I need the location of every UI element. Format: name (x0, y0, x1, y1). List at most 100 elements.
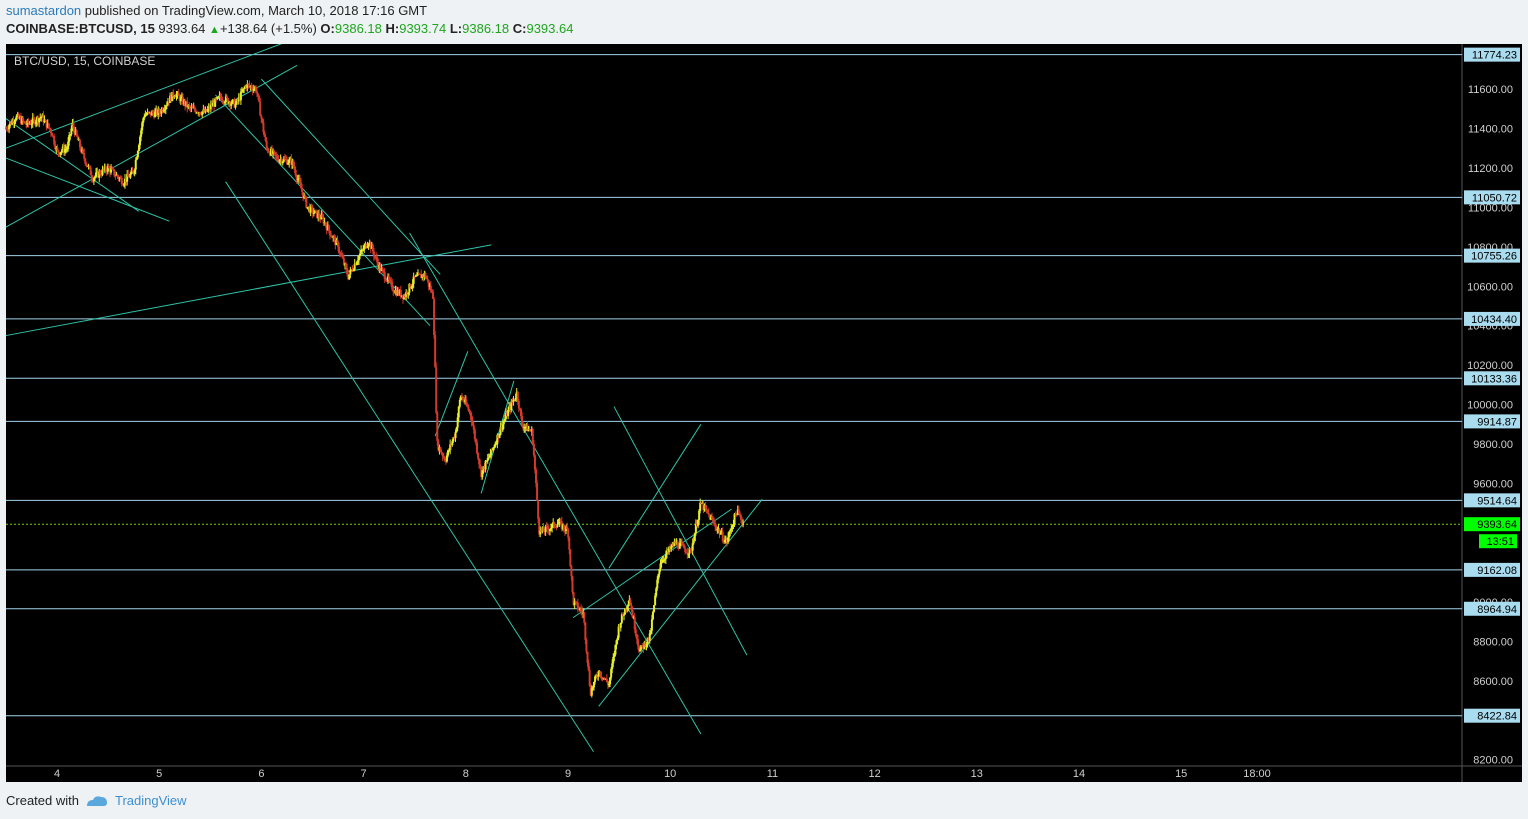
candle-body (452, 437, 455, 442)
candle-body (690, 550, 693, 552)
candle-body (498, 433, 501, 439)
candle-body (736, 509, 739, 515)
author-link[interactable]: sumastardon (6, 3, 82, 18)
candle-body (356, 260, 359, 263)
candle-body (90, 175, 93, 179)
candle-body (458, 399, 461, 407)
channel-line[interactable] (598, 498, 763, 707)
candle-body (157, 109, 160, 116)
y-tick-label: 9600.00 (1473, 479, 1513, 491)
candle-body (297, 178, 300, 180)
candle-body (360, 250, 363, 254)
tradingview-link[interactable]: TradingView (114, 793, 187, 808)
candle-body (733, 513, 736, 525)
candle-body (239, 91, 242, 101)
close-value: 9393.64 (526, 21, 574, 36)
channel-line[interactable] (608, 424, 702, 569)
candle-body (187, 105, 190, 108)
candle-body (105, 170, 108, 172)
channel-line[interactable] (5, 157, 170, 222)
candle-body (707, 512, 710, 515)
candle-body (180, 96, 183, 98)
created-with-text: Created with (6, 793, 79, 808)
candle-body (301, 188, 304, 192)
candle-body (693, 533, 696, 542)
candle-body (120, 177, 123, 185)
channel-line[interactable] (5, 118, 140, 212)
price-chart[interactable]: 11600.0011400.0011200.0011000.0010800.00… (0, 44, 1528, 784)
channel-line[interactable] (5, 244, 492, 337)
candle-body (533, 455, 536, 470)
candle-body (600, 676, 603, 678)
candle-body (103, 166, 106, 171)
channel-line[interactable] (572, 508, 732, 619)
channel-line[interactable] (5, 44, 292, 149)
candle-body (97, 171, 100, 178)
candle-body (261, 118, 264, 123)
candle-body (13, 121, 16, 124)
candle-body (19, 117, 22, 124)
level-price-tag (1464, 371, 1520, 386)
candle-body (311, 207, 314, 214)
channel-line[interactable] (225, 181, 594, 753)
level-price-tag (1464, 708, 1520, 723)
candle-body (305, 197, 308, 208)
candle-body (486, 458, 489, 461)
candle-body (243, 88, 246, 90)
candle-body (658, 568, 661, 575)
candle-body (706, 509, 709, 513)
candle-body (409, 283, 412, 289)
candle-body (85, 163, 88, 165)
candle-body (484, 460, 487, 470)
candle-body (492, 447, 495, 451)
candle-body (602, 677, 605, 679)
candle-body (424, 272, 427, 278)
candle-body (638, 645, 641, 652)
candle-body (719, 533, 722, 535)
candle-body (453, 437, 456, 439)
channel-line[interactable] (434, 351, 469, 437)
candle-body (588, 670, 591, 686)
candle-body (532, 443, 535, 456)
candle-body (495, 443, 498, 445)
channel-line[interactable] (215, 94, 431, 327)
x-tick-label: 4 (54, 768, 60, 780)
candle-body (431, 291, 434, 299)
time-axis[interactable] (6, 766, 1522, 782)
candle-body (45, 120, 48, 128)
candle-body (493, 446, 496, 448)
candle-body (212, 102, 215, 107)
trend-channels[interactable] (5, 44, 763, 753)
price-axis[interactable] (1462, 44, 1522, 766)
channel-line[interactable] (261, 78, 441, 275)
channel-line[interactable] (5, 64, 298, 228)
candle-body (530, 429, 533, 432)
candle-body (455, 427, 458, 433)
candle-body (468, 410, 471, 412)
candle-body (322, 217, 325, 224)
candle-body (330, 235, 333, 237)
candle-body (146, 111, 149, 115)
candle-body (188, 105, 191, 107)
candle-body (720, 531, 723, 534)
plot-area[interactable] (6, 44, 1462, 766)
candle-body (511, 401, 514, 403)
candle-body (557, 523, 560, 525)
candle-body (174, 96, 177, 98)
channel-line[interactable] (613, 406, 748, 656)
candle-body (328, 230, 331, 236)
candle-body (317, 213, 320, 218)
candle-body (464, 399, 467, 403)
candle-body (208, 106, 211, 110)
candle-body (331, 236, 334, 238)
candle-body (627, 604, 630, 607)
level-price-label: 10755.26 (1471, 251, 1517, 263)
candle-body (408, 283, 411, 293)
candle-body (739, 515, 742, 520)
x-tick-label: 11 (767, 768, 778, 780)
candle-body (741, 519, 744, 524)
candle-body (69, 134, 72, 136)
channel-line[interactable] (409, 232, 702, 735)
candle-body (298, 178, 301, 183)
candle-body (576, 602, 579, 610)
